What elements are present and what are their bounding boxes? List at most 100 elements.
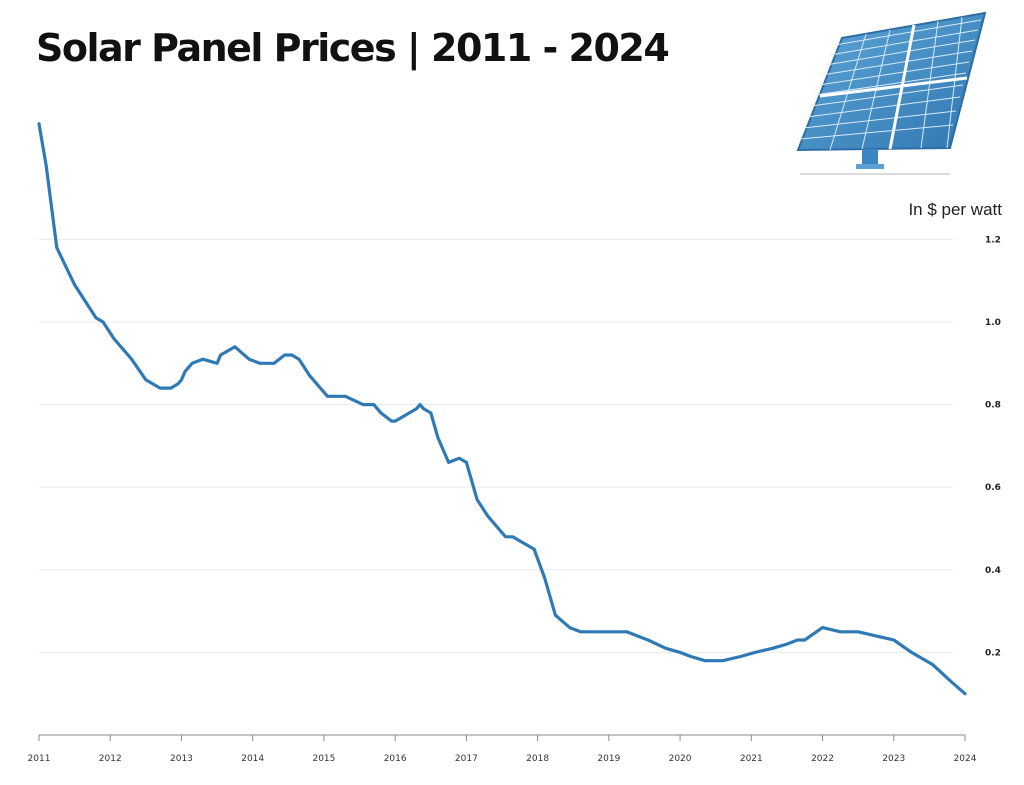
data-point [532,547,536,551]
data-point [963,692,967,695]
data-point [297,357,301,361]
data-point [344,395,347,398]
data-point [55,246,59,249]
data-point [258,362,262,365]
data-point [625,630,628,634]
y-tick-label: 0.8 [985,401,1001,411]
data-point [518,539,522,543]
data-point [785,642,789,646]
data-point [458,457,461,460]
data-point [190,362,194,365]
data-point [379,411,383,415]
chart-title: Solar Panel Prices | 2011 - 2024 [36,26,670,70]
data-point [504,535,507,539]
x-tick-label: 2022 [811,754,834,764]
data-point [486,514,490,518]
x-tick-label: 2019 [597,754,620,764]
data-point [611,630,614,634]
data-point [37,122,41,126]
data-point [372,403,376,406]
data-point [73,283,76,287]
data-point [247,357,251,361]
data-point [158,386,162,390]
data-point [361,403,365,406]
y-tick-label: 1.2 [985,235,1001,245]
data-point [753,651,757,654]
data-point [678,651,682,654]
y-axis-unit-label: In $ per watt [908,200,1002,219]
data-point [646,638,650,642]
y-tick-label: 0.2 [985,648,1001,658]
data-point [183,370,187,373]
data-point [910,651,913,654]
data-point [415,407,418,411]
data-point [554,613,557,617]
x-tick-label: 2016 [384,754,407,764]
data-point [771,647,774,650]
x-tick-label: 2017 [455,754,478,764]
data-point [180,378,183,382]
data-point [949,680,953,683]
data-point [326,395,329,398]
data-point [703,659,707,662]
data-point [689,655,693,658]
data-point [44,163,48,167]
data-point [408,411,411,415]
data-point [465,461,468,464]
x-tick-label: 2012 [99,754,122,764]
data-point [144,378,148,382]
data-point [101,320,105,324]
x-tick-label: 2020 [669,754,692,764]
data-point [308,374,312,378]
data-point [874,634,878,638]
data-point [283,353,287,357]
data-point [201,357,205,361]
data-point [664,647,668,650]
data-point [233,345,237,349]
data-point [739,655,742,658]
data-point [112,337,116,340]
y-tick-label: 0.4 [985,566,1001,576]
data-point [226,349,230,353]
x-tick-label: 2023 [882,754,905,764]
data-point [290,353,294,357]
data-point [169,386,173,390]
data-point [94,316,98,320]
data-point [721,659,725,662]
x-tick-label: 2013 [170,754,193,764]
data-point [215,362,219,365]
data-point [839,630,842,634]
data-point [892,638,896,642]
x-tick-label: 2011 [28,754,51,764]
data-point [543,576,546,580]
data-point [436,436,440,439]
data-point [390,419,393,423]
x-tick-label: 2015 [312,754,335,764]
x-tick-label: 2024 [954,754,977,764]
data-point [475,498,479,501]
data-point [497,527,500,530]
price-line [37,122,967,696]
data-point [579,630,582,634]
data-point [401,415,404,419]
x-tick-label: 2018 [526,754,549,764]
data-point [511,535,514,539]
data-point [931,663,935,667]
data-point [568,626,571,629]
data-point [219,353,222,357]
data-point [418,403,422,406]
data-point [796,638,799,642]
data-point [856,630,860,634]
data-point [272,362,276,365]
data-point [803,638,806,642]
data-point [130,357,133,361]
y-tick-label: 1.0 [985,318,1001,328]
data-point [422,407,425,411]
y-tick-label: 0.6 [985,483,1001,493]
data-point [429,411,433,415]
solar-panel-icon [796,11,987,175]
data-point [525,543,529,547]
x-tick-label: 2021 [740,754,763,764]
x-tick-label: 2014 [241,754,264,764]
